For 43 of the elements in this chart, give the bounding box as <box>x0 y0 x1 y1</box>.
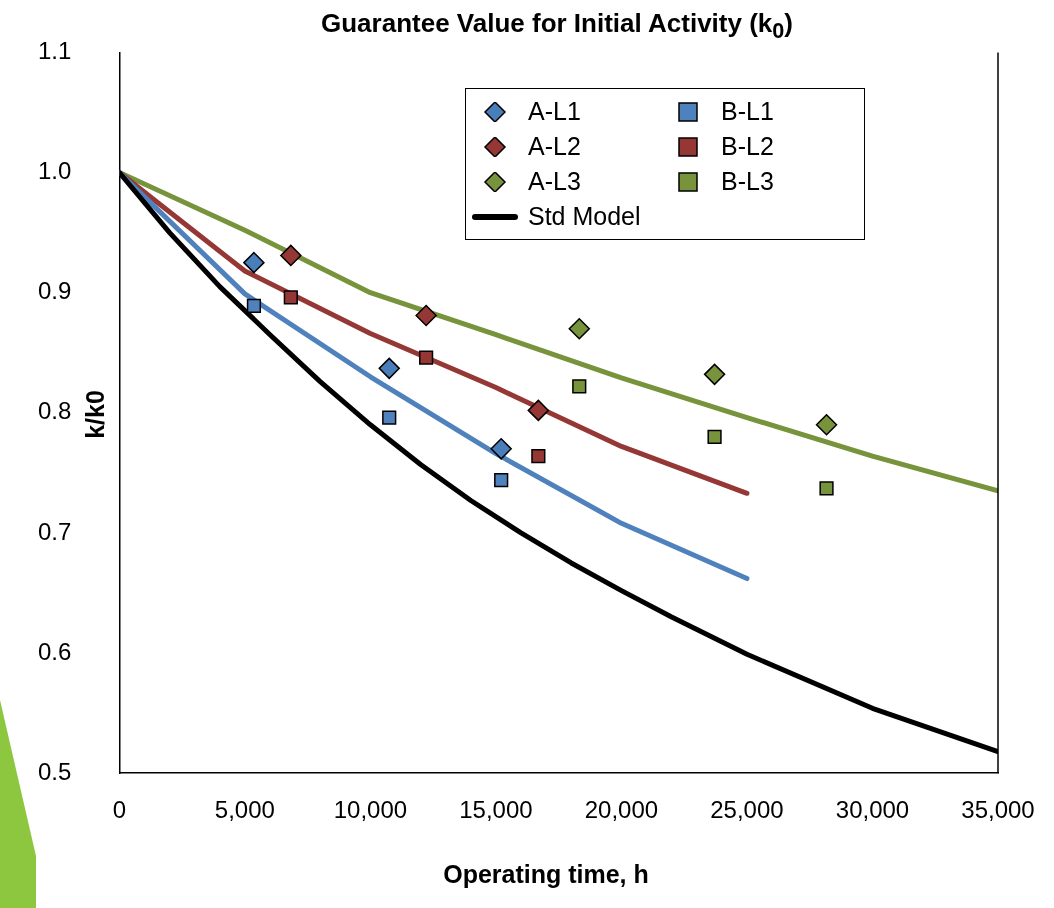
legend-label: B-L3 <box>721 167 774 196</box>
point <box>490 438 512 460</box>
legend-label: A-L1 <box>528 97 581 126</box>
point <box>527 399 550 422</box>
point <box>382 410 397 425</box>
point <box>280 244 302 267</box>
legend-label: B-L1 <box>721 97 774 126</box>
point <box>283 290 298 305</box>
legend-label: A-L2 <box>528 132 581 161</box>
point <box>415 304 437 327</box>
y-tick-label: 1.0 <box>37 157 72 185</box>
x-tick-label: 5,000 <box>214 796 275 824</box>
x-tick-label: 0 <box>112 796 127 824</box>
chart-title: Guarantee Value for Initial Activity (k$_{0}$) <box>321 8 793 44</box>
x-tick-label: 10,000 <box>333 796 408 824</box>
x-tick-label: 20,000 <box>584 796 659 824</box>
y-tick-label: 1.1 <box>37 37 72 65</box>
legend-label: A-L3 <box>528 167 581 196</box>
point <box>572 379 587 394</box>
x-tick-label: 30,000 <box>835 796 910 824</box>
y-tick-label: 0.6 <box>37 637 72 665</box>
point <box>815 414 838 436</box>
point <box>531 448 546 464</box>
point <box>494 472 509 488</box>
point <box>707 429 722 444</box>
point <box>703 363 726 386</box>
y-tick-label: 0.7 <box>37 517 72 545</box>
point <box>568 317 591 340</box>
point <box>419 350 434 365</box>
y-tick-label: 0.9 <box>37 277 72 305</box>
x-tick-label: 35,000 <box>961 796 1035 824</box>
point <box>378 357 400 380</box>
point <box>246 298 262 313</box>
x-tick-label: 25,000 <box>710 796 784 824</box>
x-tick-label: 15,000 <box>459 796 533 824</box>
point <box>819 481 834 496</box>
x-axis-title: Operating time, h <box>442 860 650 889</box>
y-tick-label: 0.5 <box>37 757 72 785</box>
y-axis-title: k/k0 <box>80 389 110 441</box>
legend-label: B-L2 <box>721 132 774 161</box>
legend-label: Std Model <box>528 202 641 231</box>
point <box>243 251 265 274</box>
y-tick-label: 0.8 <box>37 397 72 425</box>
